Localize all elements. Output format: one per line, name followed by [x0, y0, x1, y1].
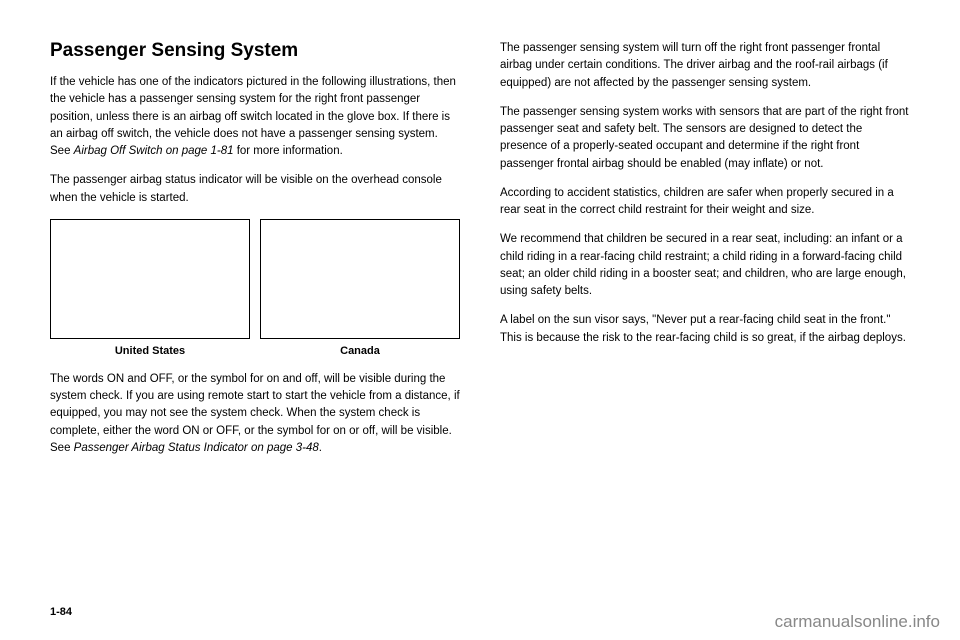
manual-page: Passenger Sensing System If the vehicle …: [0, 0, 960, 640]
paragraph: The passenger sensing system works with …: [500, 104, 910, 173]
captions-row: United States Canada: [50, 345, 460, 357]
paragraph: We recommend that children be secured in…: [500, 231, 910, 300]
indicator-image-us: [50, 219, 250, 339]
indicator-image-canada: [260, 219, 460, 339]
section-heading: Passenger Sensing System: [50, 40, 460, 62]
paragraph: The passenger sensing system will turn o…: [500, 40, 910, 92]
right-column: The passenger sensing system will turn o…: [500, 40, 910, 620]
cross-reference: Airbag Off Switch on page 1-81: [74, 145, 234, 157]
paragraph: The words ON and OFF, or the symbol for …: [50, 371, 460, 457]
paragraph: A label on the sun visor says, "Never pu…: [500, 312, 910, 347]
text-run: .: [319, 442, 322, 454]
indicator-images-row: [50, 219, 460, 339]
paragraph: The passenger airbag status indicator wi…: [50, 172, 460, 207]
cross-reference: Passenger Airbag Status Indicator on pag…: [74, 442, 319, 454]
left-column: Passenger Sensing System If the vehicle …: [50, 40, 460, 620]
caption-canada: Canada: [260, 345, 460, 357]
paragraph: If the vehicle has one of the indicators…: [50, 74, 460, 160]
paragraph: According to accident statistics, childr…: [500, 185, 910, 220]
watermark: carmanualsonline.info: [775, 612, 940, 632]
caption-us: United States: [50, 345, 250, 357]
page-number: 1-84: [50, 606, 72, 618]
text-run: for more information.: [234, 145, 343, 157]
